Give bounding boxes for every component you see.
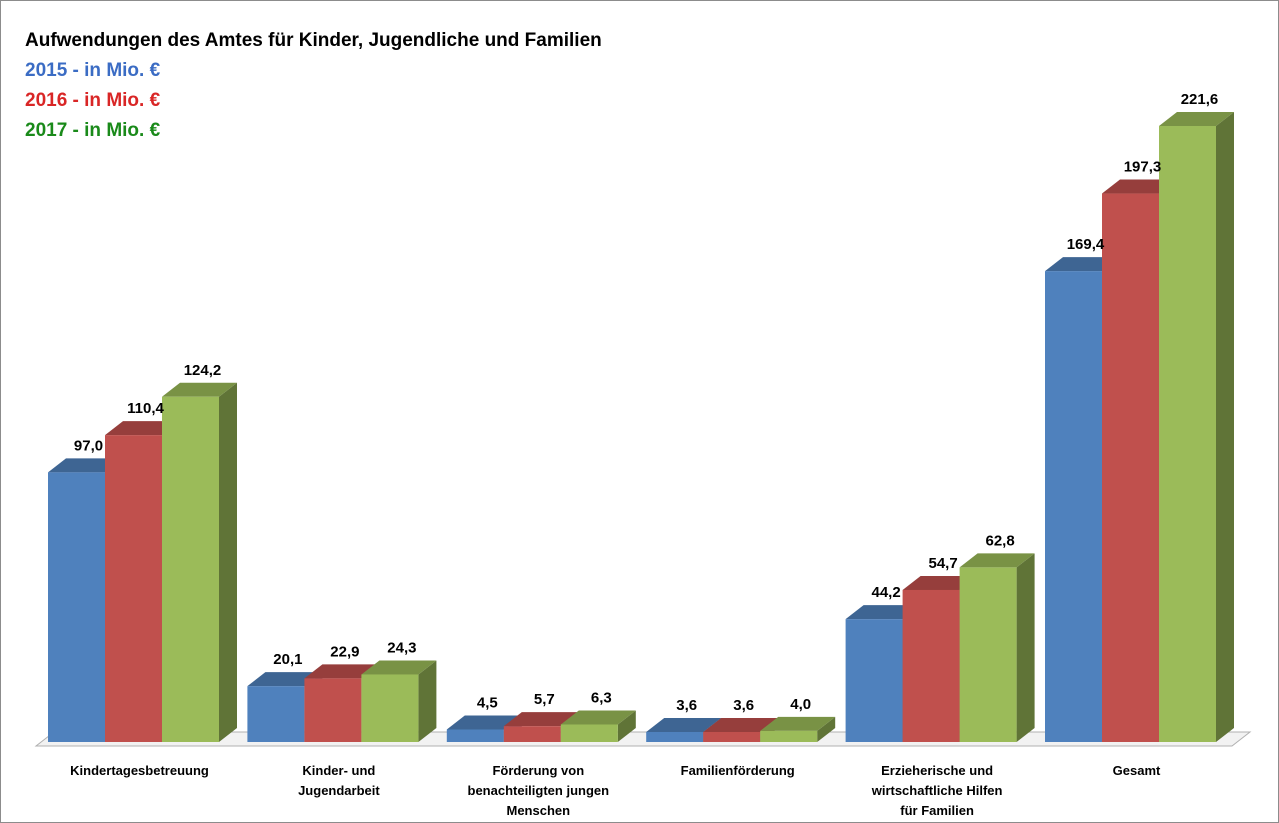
- bar-group-familienf-rderung: [646, 716, 836, 742]
- bar-top: [902, 575, 978, 590]
- bar-front: [361, 674, 419, 742]
- category-label: Kindertagesbetreuung: [70, 763, 209, 778]
- category-label: Erzieherische und wirtschaftliche Hilfen f…: [871, 763, 1003, 818]
- bar-top: [105, 421, 180, 436]
- bar-familienf-rderung-3: [760, 716, 836, 742]
- bar-side: [1216, 112, 1234, 742]
- value-label: 110,4: [127, 400, 164, 417]
- category-label: Familienförderung: [681, 763, 795, 778]
- bar-front: [105, 435, 162, 742]
- bar-front: [1159, 126, 1216, 742]
- bar-front: [503, 726, 561, 742]
- bar-f-rderung-von-benachteiligten-jungen-menschen-3: [560, 710, 636, 742]
- value-label: 124,2: [184, 362, 222, 379]
- bar-kinder-und-jugendarbeit-3: [361, 660, 437, 742]
- bar-front: [162, 396, 219, 742]
- bar-side: [1016, 553, 1035, 742]
- bar-top: [304, 664, 380, 679]
- value-label: 44,2: [871, 584, 900, 601]
- value-labels: 97,0 110,4 124,2 20,1 22,9 24,3 4,5 5,7 6,3 3,6 3,…: [74, 91, 1218, 714]
- bar-erzieherische-und-wirtschaftliche-hilfen-f-r-familien-3: [959, 553, 1035, 742]
- bars: [48, 112, 1234, 743]
- category-label: Kinder- und Jugendarbeit: [298, 763, 380, 798]
- bar-front: [48, 472, 105, 742]
- bar-top: [703, 717, 779, 732]
- value-label: 6,3: [591, 689, 612, 706]
- bar-top: [361, 660, 437, 675]
- value-label: 54,7: [928, 555, 957, 572]
- bar-front: [902, 589, 960, 742]
- legend-entry-1: 2015 - in Mio. €: [25, 60, 161, 81]
- bar-kindertagesbetreuung-3: [162, 382, 237, 742]
- value-label: 169,4: [1067, 236, 1105, 253]
- bar-side: [617, 710, 636, 742]
- legend-entry-3: 2017 - in Mio. €: [25, 120, 161, 141]
- bar-top: [1102, 179, 1177, 194]
- bar-top: [1159, 112, 1234, 126]
- value-label: 221,6: [1181, 91, 1219, 108]
- bar-top: [446, 715, 522, 730]
- bar-front: [959, 567, 1017, 742]
- value-label: 197,3: [1124, 159, 1162, 176]
- value-label: 5,7: [534, 691, 555, 708]
- bar-top: [845, 605, 921, 620]
- bar-group-f-rderung-von-benachteiligten-jungen-menschen: [446, 710, 636, 742]
- bar-group-kindertagesbetreuung: [48, 382, 237, 742]
- bar-f-rderung-von-benachteiligten-jungen-menschen-2: [503, 712, 579, 742]
- value-label: 4,5: [477, 694, 498, 711]
- bar-side: [219, 382, 237, 742]
- bar-front: [560, 724, 618, 742]
- chart-title: Aufwendungen des Amtes für Kinder, Jugen…: [25, 30, 602, 51]
- bar-front: [1045, 271, 1102, 742]
- bar-top: [646, 717, 722, 732]
- bar-front: [1102, 193, 1159, 743]
- bar-front: [247, 686, 305, 742]
- bar-group-kinder-und-jugendarbeit: [247, 660, 437, 742]
- bar-top: [560, 710, 636, 725]
- value-label: 97,0: [74, 437, 103, 454]
- bar-side: [418, 660, 437, 742]
- bar-front: [304, 678, 362, 742]
- value-label: 62,8: [985, 532, 1014, 549]
- legend: 2015 - in Mio. € 2016 - in Mio. € 2017 - i…: [25, 60, 161, 141]
- value-label: 22,9: [330, 643, 359, 660]
- bar-top: [760, 716, 836, 731]
- value-label: 4,0: [790, 696, 811, 713]
- bar-side: [817, 716, 836, 742]
- bar-front: [446, 729, 504, 742]
- bar-gesamt-3: [1159, 112, 1234, 742]
- value-label: 3,6: [733, 697, 754, 714]
- bar-top: [1045, 257, 1120, 272]
- bar-front: [760, 730, 818, 742]
- bar-group-erzieherische-und-wirtschaftliche-hilfen-f-r-familien: [845, 553, 1035, 742]
- category-label: Gesamt: [1113, 763, 1161, 778]
- legend-entry-2: 2016 - in Mio. €: [25, 90, 161, 111]
- bar-group-gesamt: [1045, 112, 1234, 743]
- bar-front: [845, 619, 903, 742]
- value-label: 20,1: [273, 651, 302, 668]
- category-labels: Kindertagesbetreuung Kinder- und Jugendarb…: [70, 763, 1161, 818]
- category-label: Förderung von benachteiligten jungen Mensc…: [468, 763, 610, 818]
- bar-top: [503, 712, 579, 727]
- bar-front: [703, 731, 761, 742]
- value-label: 24,3: [387, 639, 416, 656]
- bar-top: [48, 458, 123, 473]
- bar-top: [247, 672, 323, 687]
- bar-front: [646, 731, 704, 742]
- bar-top: [162, 382, 237, 397]
- value-label: 3,6: [676, 697, 697, 714]
- bar-top: [959, 553, 1035, 568]
